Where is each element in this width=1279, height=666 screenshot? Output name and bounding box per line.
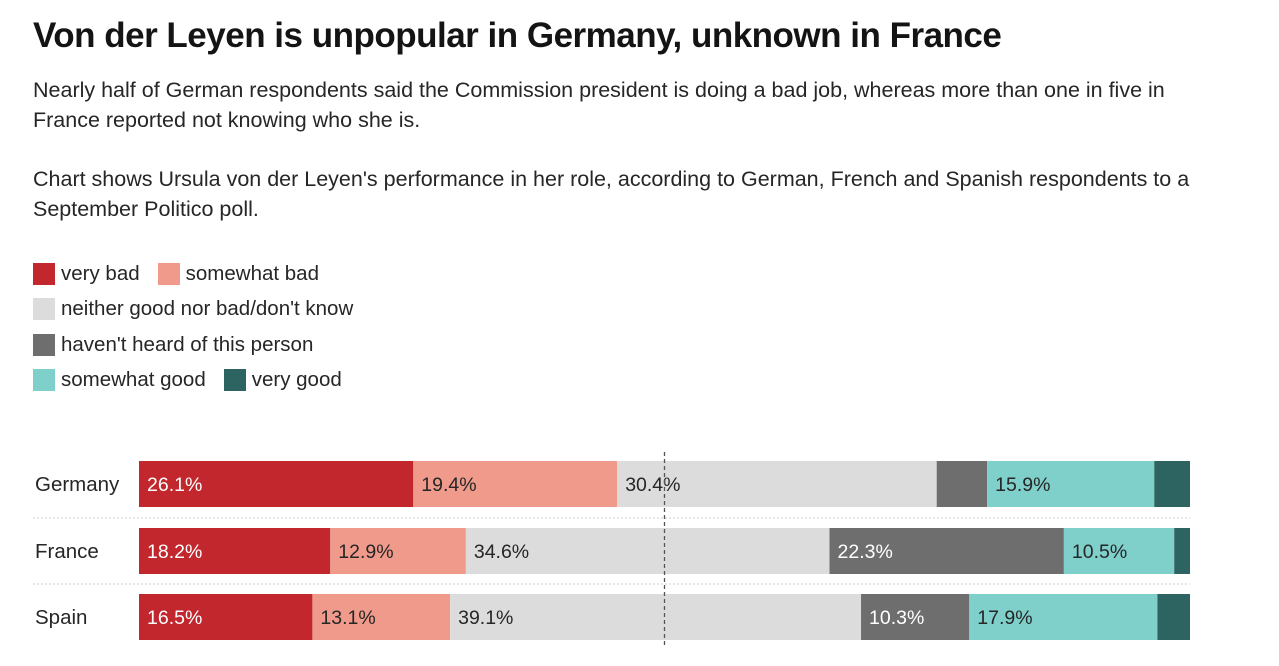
legend-swatch-somewhat-good [33, 369, 55, 392]
legend-label-very-bad: very bad [61, 261, 140, 285]
chart-subtitle: Nearly half of German respondents said t… [33, 78, 1165, 132]
data-label-france-somewhat-good: 10.5% [1072, 541, 1127, 563]
legend-item-not-heard: haven't heard of this person [33, 333, 313, 357]
data-label-germany-neither-good-nor-bad-don-t-know: 30.4% [625, 474, 680, 496]
legend-swatch-not-heard [33, 333, 55, 356]
legend-label-very-good: very good [251, 368, 342, 392]
legend-item-somewhat-bad: somewhat bad [157, 261, 319, 286]
bar-spain-somewhat-good [969, 594, 1158, 640]
legend-item-somewhat-good: somewhat good [33, 368, 206, 392]
bar-germany-very-bad [139, 461, 414, 507]
data-label-spain-somewhat-bad: 13.1% [320, 607, 375, 629]
bar-germany-very-good [1154, 461, 1190, 507]
bar-germany-somewhat-good [987, 461, 1155, 507]
data-label-germany-very-bad: 26.1% [147, 474, 202, 496]
data-label-spain-haven-t-heard-of-this-person: 10.3% [869, 607, 924, 629]
data-label-spain-neither-good-nor-bad-don-t-know: 39.1% [458, 607, 513, 629]
category-label-germany: Germany [35, 473, 120, 496]
legend-item-neither: neither good nor bad/don't know [33, 297, 353, 321]
bar-germany-neither-good-nor-bad-don-t-know [617, 461, 937, 507]
chart-title: Von der Leyen is unpopular in Germany, u… [33, 16, 1002, 55]
data-label-germany-somewhat-bad: 19.4% [421, 474, 476, 496]
stacked-bar-chart: Germany 26.1% 19.4% 30.4% 15.9% France 18.2% 12… [33, 452, 1190, 646]
legend: very bad somewhat bad neither good nor b… [33, 256, 371, 398]
bar-spain-neither-good-nor-bad-don-t-know [450, 594, 862, 640]
bar-france-somewhat-good [1063, 528, 1175, 574]
bar-france-neither-good-nor-bad-don-t-know [465, 528, 830, 574]
category-label-france: France [35, 540, 99, 563]
data-label-spain-very-bad: 16.5% [147, 607, 202, 629]
legend-label-somewhat-bad: somewhat bad [185, 261, 319, 285]
category-label-spain: Spain [35, 606, 87, 629]
bar-spain-very-good [1157, 594, 1190, 640]
legend-item-very-good: very good [223, 368, 342, 392]
legend-swatch-very-bad [33, 262, 55, 285]
data-label-france-very-bad: 18.2% [147, 541, 202, 563]
bar-germany-haven-t-heard-of-this-person [936, 461, 988, 507]
chart-description: Chart shows Ursula von der Leyen's perfo… [33, 167, 1190, 221]
legend-swatch-very-good [223, 369, 246, 392]
bar-germany-somewhat-bad [413, 461, 618, 507]
data-label-france-neither-good-nor-bad-don-t-know: 34.6% [474, 541, 529, 563]
legend-label-not-heard: haven't heard of this person [61, 332, 314, 356]
bar-spain-somewhat-bad [312, 594, 451, 640]
data-label-germany-somewhat-good: 15.9% [995, 474, 1050, 496]
legend-label-somewhat-good: somewhat good [61, 368, 206, 392]
bar-france-very-bad [139, 528, 331, 574]
bar-france-haven-t-heard-of-this-person [829, 528, 1064, 574]
data-label-france-somewhat-bad: 12.9% [338, 541, 393, 563]
legend-item-very-bad: very bad [33, 262, 140, 286]
legend-label-neither: neither good nor bad/don't know [61, 297, 354, 321]
data-label-spain-somewhat-good: 17.9% [977, 607, 1032, 629]
bar-spain-haven-t-heard-of-this-person [861, 594, 970, 640]
bar-spain-very-bad [139, 594, 313, 640]
bar-france-very-good [1174, 528, 1190, 574]
data-label-france-haven-t-heard-of-this-person: 22.3% [838, 541, 893, 563]
legend-swatch-neither [33, 298, 55, 321]
legend-swatch-somewhat-bad [157, 262, 180, 285]
bar-france-somewhat-bad [330, 528, 466, 574]
